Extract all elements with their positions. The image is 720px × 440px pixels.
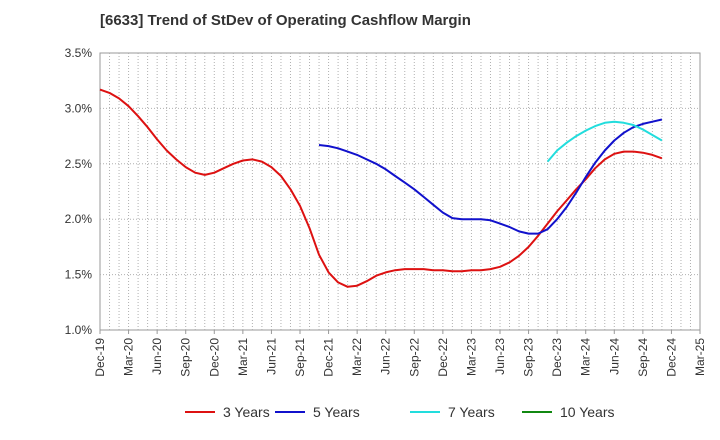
- y-tick-label: 1.5%: [65, 268, 93, 282]
- legend-item-10-years: 10 Years: [522, 404, 615, 420]
- x-tick-label: Jun-23: [493, 338, 507, 375]
- x-tick-label: Dec-19: [93, 338, 107, 377]
- x-tick-label: Dec-20: [207, 338, 221, 377]
- x-tick-label: Jun-21: [264, 338, 278, 375]
- chart-title: [6633] Trend of StDev of Operating Cashf…: [100, 12, 471, 29]
- x-tick-label: Jun-24: [607, 338, 621, 375]
- x-tick-label: Sep-24: [636, 338, 650, 377]
- legend-item-7-years: 7 Years: [410, 404, 495, 420]
- x-tick-label: Sep-20: [179, 338, 193, 377]
- y-tick-label: 1.0%: [65, 323, 93, 337]
- grid-layer: [99, 52, 701, 331]
- series-line-7-years: [546, 120, 663, 163]
- y-tick-label: 2.5%: [65, 157, 93, 171]
- x-tick-label: Mar-23: [464, 338, 478, 376]
- x-tick-label: Dec-21: [322, 338, 336, 377]
- x-tick-label: Mar-21: [236, 338, 250, 376]
- series-layer: [99, 88, 663, 288]
- legend: 3 Years 5 Years 7 Years 10 Years: [0, 404, 720, 426]
- x-tick-label: Mar-20: [122, 338, 136, 376]
- y-tick-label: 2.0%: [65, 212, 93, 226]
- x-tick-label: Dec-22: [436, 338, 450, 377]
- legend-swatch: [522, 411, 552, 413]
- x-tick-label: Mar-22: [350, 338, 364, 376]
- x-tick-label: Mar-24: [579, 338, 593, 376]
- legend-swatch: [410, 411, 440, 413]
- legend-label: 10 Years: [560, 404, 615, 420]
- axis-layer: 1.0% 1.5% 2.0% 2.5% 3.0% 3.5% Dec-19 Mar-20 Jun-…: [65, 46, 707, 377]
- legend-swatch: [185, 411, 215, 413]
- legend-label: 3 Years: [223, 404, 270, 420]
- x-tick-label: Sep-23: [522, 338, 536, 377]
- plot-area: [99, 52, 701, 331]
- legend-label: 5 Years: [313, 404, 360, 420]
- x-tick-label: Dec-23: [550, 338, 564, 377]
- legend-item-5-years: 5 Years: [275, 404, 360, 420]
- x-tick-label: Sep-21: [293, 338, 307, 377]
- legend-swatch: [275, 411, 305, 413]
- x-tick-label: Mar-25: [693, 338, 707, 376]
- y-tick-label: 3.5%: [65, 46, 93, 60]
- legend-label: 7 Years: [448, 404, 495, 420]
- series-line-5-years: [318, 118, 663, 235]
- x-tick-label: Jun-20: [150, 338, 164, 375]
- x-tick-label: Sep-22: [407, 338, 421, 377]
- y-tick-label: 3.0%: [65, 101, 93, 115]
- x-tick-label: Jun-22: [379, 338, 393, 375]
- series-line-3-years: [99, 88, 663, 288]
- x-tick-label: Dec-24: [664, 338, 678, 377]
- legend-item-3-years: 3 Years: [185, 404, 270, 420]
